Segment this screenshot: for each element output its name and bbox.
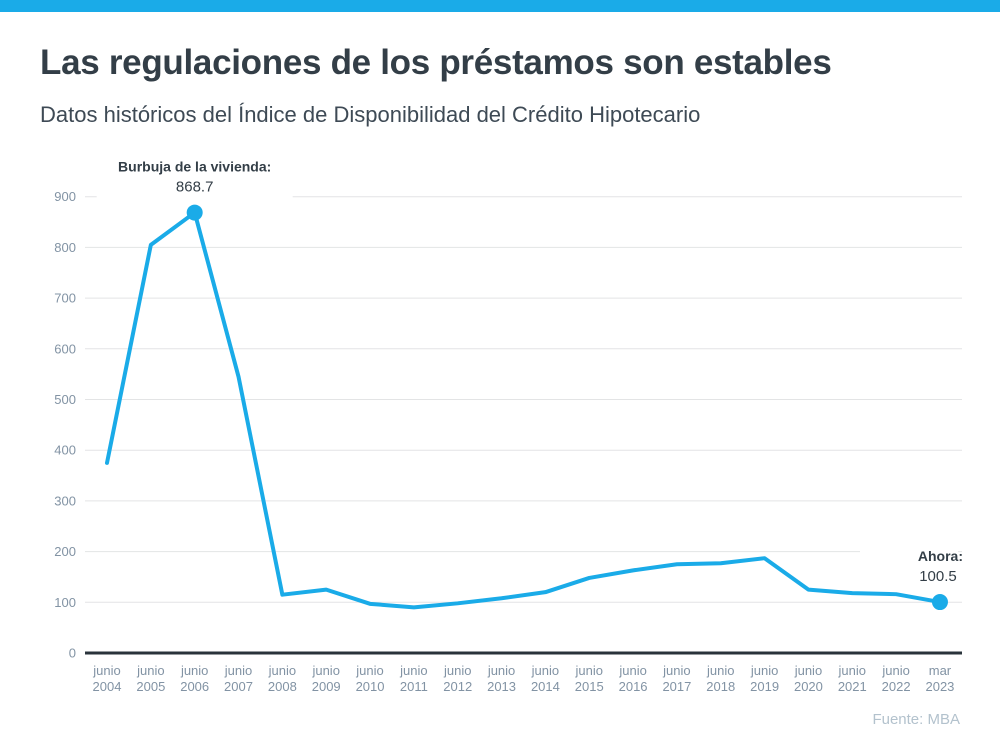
top-accent-bar xyxy=(0,0,1000,12)
x-tick-label: junio 2009 xyxy=(311,663,340,694)
x-tick-label: mar 2023 xyxy=(925,663,954,694)
y-tick-label: 300 xyxy=(54,493,76,508)
x-tick-label: junio 2004 xyxy=(92,663,121,694)
x-tick-label: junio 2007 xyxy=(224,663,253,694)
data-line xyxy=(105,210,942,610)
x-tick-label: junio 2015 xyxy=(575,663,604,694)
line-chart: 0 100 200 300 400 500 600 700 800 900 junio 2004 jun… xyxy=(0,148,1000,730)
x-tick-label: junio 2006 xyxy=(180,663,209,694)
x-tick-label: junio 2012 xyxy=(443,663,472,694)
x-tick-label: junio 2019 xyxy=(750,663,779,694)
data-point-marker xyxy=(186,204,203,221)
page-title: Las regulaciones de los préstamos son es… xyxy=(40,43,832,82)
x-tick-label: junio 2010 xyxy=(355,663,384,694)
page-subtitle: Datos históricos del Índice de Disponibi… xyxy=(40,102,701,127)
x-tick-label: junio 2005 xyxy=(136,663,165,694)
annotation-value: 868.7 xyxy=(176,179,214,196)
y-tick-label: 900 xyxy=(54,189,76,204)
y-tick-label: 400 xyxy=(54,443,76,458)
x-tick-label: junio 2008 xyxy=(268,663,297,694)
chart-canvas: 0 100 200 300 400 500 600 700 800 900 junio 2004 jun… xyxy=(54,154,963,694)
x-tick-label: junio 2020 xyxy=(794,663,823,694)
data-point-marker xyxy=(931,594,948,611)
y-tick-label: 500 xyxy=(54,392,76,407)
y-tick-label: 600 xyxy=(54,341,76,356)
x-tick-label: junio 2013 xyxy=(487,663,516,694)
annotation-label: Ahora: xyxy=(918,548,963,564)
x-tick-label: junio 2011 xyxy=(399,663,428,694)
x-tick-label: junio 2018 xyxy=(706,663,735,694)
annotation-label: Burbuja de la vivienda: xyxy=(118,159,271,175)
source-credit: Fuente: MBA xyxy=(872,711,960,728)
annotation-backdrop xyxy=(96,154,293,202)
x-tick-label: junio 2016 xyxy=(618,663,647,694)
y-tick-label: 700 xyxy=(54,291,76,306)
annotation-backdrop xyxy=(860,544,958,592)
y-tick-label: 200 xyxy=(54,544,76,559)
annotation-value: 100.5 xyxy=(919,568,957,585)
y-tick-label: 800 xyxy=(54,240,76,255)
y-tick-label: 0 xyxy=(69,646,76,661)
y-tick-label: 100 xyxy=(54,595,76,610)
x-tick-label: junio 2022 xyxy=(881,663,910,694)
x-tick-label: junio 2017 xyxy=(662,663,691,694)
x-tick-label: junio 2014 xyxy=(531,663,560,694)
x-tick-label: junio 2021 xyxy=(838,663,867,694)
